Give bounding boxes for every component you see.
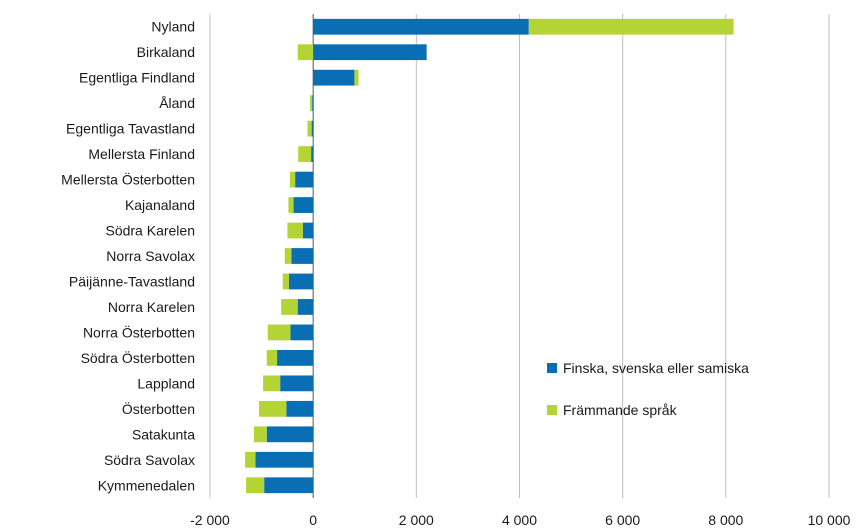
bar-segment [313, 18, 529, 35]
bar-segment [302, 222, 314, 239]
category-label: Mellersta Finland [88, 146, 195, 162]
bar-segment [307, 120, 312, 137]
bar-segment [264, 477, 314, 494]
bar-segment [288, 197, 294, 213]
bar-segment [312, 95, 314, 112]
category-label: Österbotten [122, 400, 195, 417]
x-tick-label: 2 000 [399, 512, 434, 528]
category-label: Lappland [137, 375, 195, 391]
legend-swatch [547, 405, 557, 415]
bar-segment [286, 400, 314, 417]
bar-segment [259, 400, 287, 417]
bar-segment [297, 44, 314, 61]
bar-segment [311, 146, 314, 163]
bar-segment [280, 375, 314, 392]
bar-segment [310, 95, 313, 112]
bar-segment [253, 426, 267, 443]
bar-segment [290, 324, 314, 341]
bar-segment [295, 171, 314, 188]
x-tick-label: 6 000 [605, 512, 640, 528]
bar-segment [284, 248, 292, 264]
category-label: Södra Österbotten [81, 349, 195, 366]
category-label: Nyland [151, 19, 195, 35]
bar-segment [289, 171, 296, 188]
bar-segment [255, 451, 314, 468]
x-tick-label: 8 000 [708, 512, 743, 528]
bar-segment [313, 44, 427, 61]
bar-segment [263, 375, 281, 392]
legend-label: Främmande språk [563, 402, 678, 418]
bar-segment [266, 426, 314, 443]
category-label: Åland [159, 95, 195, 111]
bar-segment [311, 120, 314, 137]
bar-segment [267, 324, 291, 341]
category-label: Kajanaland [125, 197, 195, 213]
bar-segment [277, 349, 314, 366]
category-label: Södra Savolax [104, 452, 195, 468]
legend-label: Finska, svenska eller samiska [563, 360, 749, 376]
x-tick-label: -2 000 [190, 512, 230, 528]
legend: Finska, svenska eller samiska Främmande s… [547, 360, 749, 418]
category-label: Norra Savolax [106, 248, 195, 264]
gridlines [209, 14, 830, 498]
bar-segment [291, 248, 314, 264]
bar-segment [282, 273, 289, 290]
category-label: Kymmenedalen [98, 477, 195, 493]
category-label: Birkaland [137, 44, 195, 60]
x-tick-label: 0 [309, 512, 317, 528]
category-labels: Nyland Birkaland Egentliga Findland Åland Eg… [61, 19, 195, 494]
category-label: Norra Österbotten [83, 323, 195, 340]
bar-segment [354, 69, 359, 86]
category-label: Mellersta Österbotten [61, 171, 195, 188]
bar-segment [246, 477, 265, 494]
category-label: Norra Karelen [108, 299, 195, 315]
category-label: Päijänne-Tavastland [69, 273, 195, 289]
bar-segment [288, 273, 314, 290]
bar-segment [313, 69, 355, 86]
x-tick-label: 4 000 [502, 512, 537, 528]
bar-segment [297, 299, 314, 315]
bar-segment [298, 146, 312, 163]
bar-segment [281, 299, 298, 315]
bar-segment [245, 451, 256, 468]
x-tick-labels: -2 000 0 2 000 4 000 6 000 8 000 10 000 [190, 512, 850, 528]
category-label: Södra Karelen [105, 223, 195, 239]
bar-segment [266, 349, 278, 366]
bars [245, 18, 734, 494]
bar-segment [287, 222, 303, 239]
bar-segment [293, 197, 314, 213]
x-tick-label: 10 000 [808, 512, 851, 528]
bar-segment [528, 18, 734, 35]
category-label: Egentliga Findland [79, 70, 195, 86]
category-label: Egentliga Tavastland [66, 121, 195, 137]
legend-swatch [547, 363, 557, 373]
category-label: Satakunta [132, 426, 195, 442]
